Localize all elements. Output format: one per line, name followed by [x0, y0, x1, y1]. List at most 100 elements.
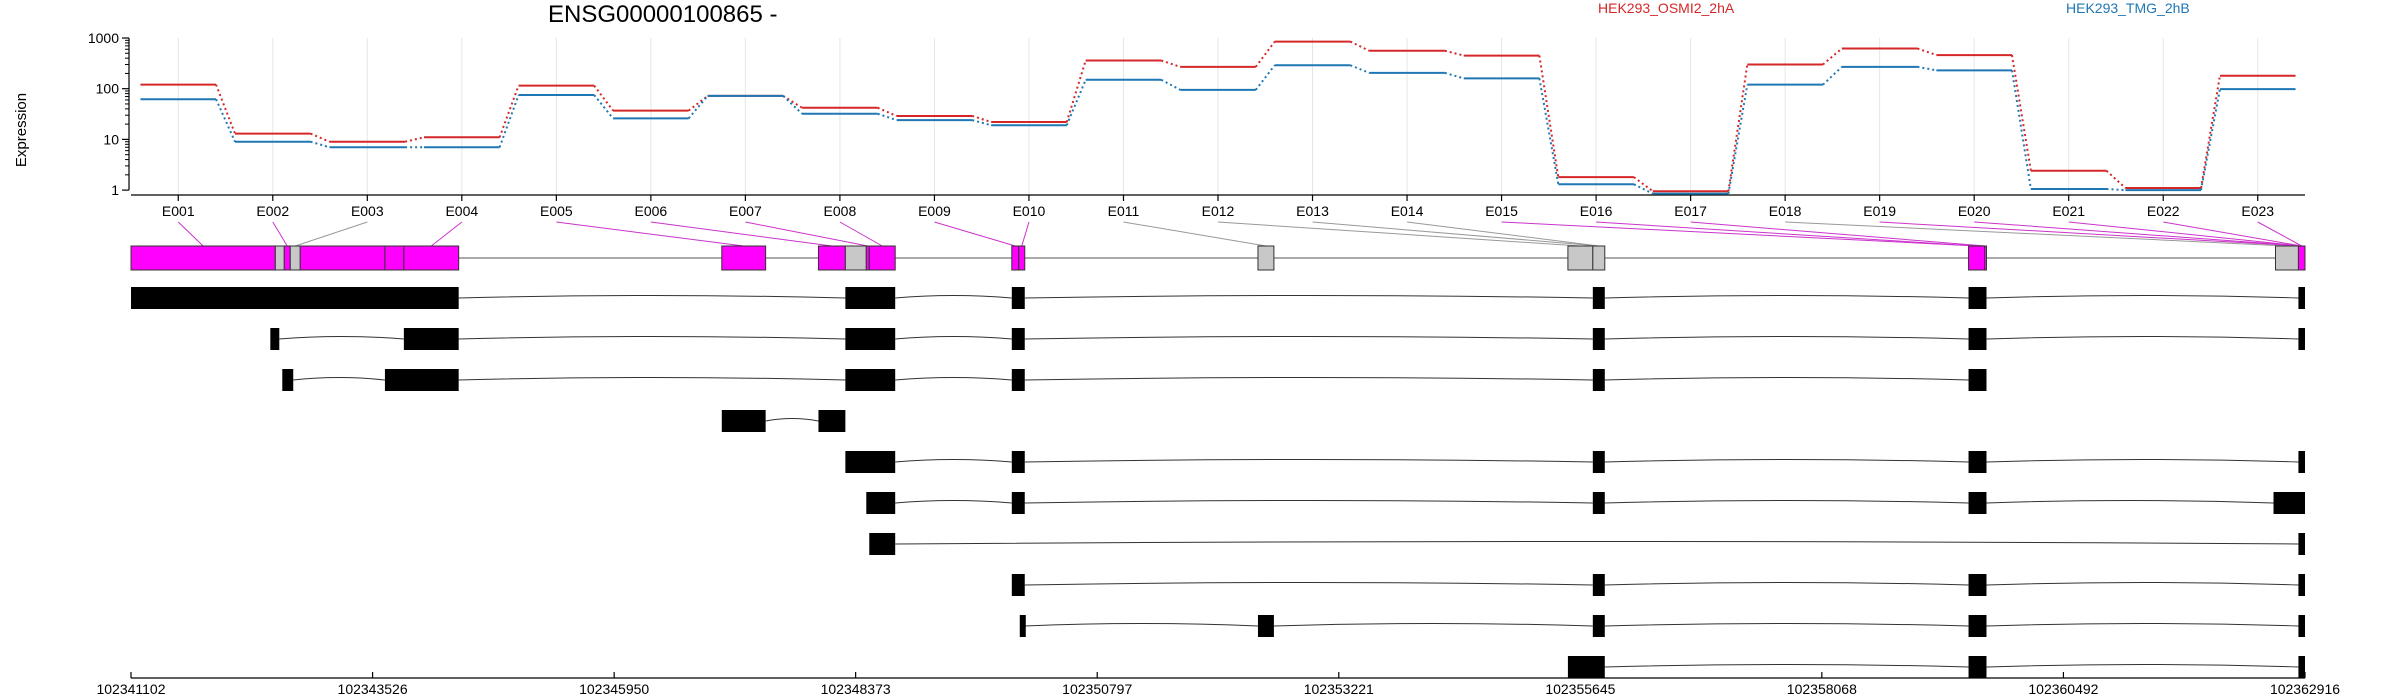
- exon-label: E023: [2241, 203, 2274, 219]
- transcript-exon: [1019, 615, 1026, 637]
- transcript-6: [866, 492, 2305, 514]
- transcript-intron: [458, 295, 846, 299]
- transcript-exon: [1592, 328, 1605, 350]
- transcript-7: [869, 533, 2305, 555]
- legend-entry-series-1: HEK293_OSMI2_2hA: [1598, 0, 1735, 16]
- series-link: [215, 98, 236, 143]
- transcript-intron: [1604, 336, 1969, 340]
- series-2: [140, 64, 2296, 195]
- series-link: [404, 136, 425, 143]
- y-axis-label: Expression: [13, 93, 30, 167]
- transcript-exon: [1592, 287, 1605, 309]
- series-link: [2200, 88, 2221, 191]
- series-link: [877, 112, 897, 122]
- coordinate-tick-label: 102348373: [821, 681, 891, 697]
- series-1: [140, 40, 2296, 193]
- transcript-exon: [1968, 656, 1987, 678]
- transcript-9: [1019, 615, 2305, 637]
- transcript-intron: [1024, 295, 1593, 299]
- gene-exon: [1567, 245, 1594, 271]
- exon-label: E008: [824, 203, 857, 219]
- transcript-intron: [1986, 664, 2299, 668]
- transcript-exon: [2298, 451, 2305, 473]
- series-link: [1727, 64, 1749, 192]
- exon-connector-lines: [177, 221, 2302, 247]
- expression-series: [140, 40, 2296, 195]
- series-link: [498, 94, 520, 148]
- gene-exon: [130, 245, 276, 271]
- gene-exon: [1592, 245, 1606, 271]
- transcript-intron: [895, 459, 1012, 463]
- exon-label: E004: [445, 203, 478, 219]
- transcript-exon: [1592, 615, 1605, 637]
- transcript-intron: [1986, 459, 2299, 463]
- exon-label: E007: [729, 203, 762, 219]
- coordinate-tick-label: 102353221: [1304, 681, 1374, 697]
- series-link: [1633, 176, 1654, 193]
- series-link: [1444, 71, 1465, 80]
- exon-label: E015: [1485, 203, 1518, 219]
- series-link: [310, 132, 330, 143]
- genomic-coordinate-axis: 102341102 102343526 102345950 102348373 1023…: [96, 672, 2340, 697]
- gene-exon: [2275, 245, 2299, 271]
- exon-connector: [1217, 221, 1581, 247]
- series-link: [215, 84, 236, 134]
- transcript-intron: [1986, 500, 2274, 504]
- transcript-exon: [2298, 328, 2305, 350]
- transcript-1: [131, 287, 2305, 309]
- transcript-8: [1011, 574, 2305, 596]
- series-link: [687, 95, 709, 119]
- coordinate-tick-label: 102355645: [1545, 681, 1615, 697]
- y-axis: 1000 100 10 1: [88, 30, 130, 198]
- exon-connector: [1785, 221, 2287, 247]
- transcript-10: [1567, 656, 2305, 678]
- coordinate-tick-label: 102362916: [2270, 681, 2340, 697]
- transcript-exon: [1011, 492, 1025, 514]
- transcript-exon: [845, 451, 896, 473]
- transcript-exon: [845, 287, 896, 309]
- exon-connector: [1690, 221, 1986, 247]
- transcript-intron: [1024, 336, 1593, 340]
- series-link: [688, 95, 709, 112]
- transcript-intron: [1024, 582, 1593, 586]
- exon-connector: [177, 221, 204, 247]
- transcript-exon: [384, 369, 459, 391]
- transcript-2: [270, 328, 2305, 350]
- transcript-exon: [1567, 656, 1605, 678]
- series-link: [1255, 64, 1276, 91]
- transcript-intron: [1604, 459, 1969, 463]
- chart-title: ENSG00000100865 -: [548, 1, 778, 28]
- transcript-exon: [818, 410, 846, 432]
- exon-connector: [2163, 221, 2302, 247]
- series-link: [1065, 79, 1087, 126]
- transcript-exon: [2298, 615, 2305, 637]
- exon-connector: [1312, 221, 1599, 247]
- series-link: [1065, 60, 1087, 123]
- y-tick-label: 10: [103, 131, 119, 147]
- transcript-intron: [1986, 295, 2299, 299]
- gene-exon: [817, 245, 846, 271]
- series-link: [1160, 78, 1181, 91]
- exon-label: E010: [1013, 203, 1046, 219]
- exon-label: E017: [1674, 203, 1707, 219]
- exon-label: E020: [1958, 203, 1991, 219]
- exon-connector: [650, 221, 832, 247]
- transcript-intron: [458, 336, 846, 340]
- exon-label: E014: [1391, 203, 1424, 219]
- series-link: [1917, 65, 1937, 72]
- transcript-exon: [1968, 451, 1987, 473]
- series-link: [2105, 170, 2127, 189]
- exon-label: E018: [1769, 203, 1802, 219]
- gene-exon: [868, 245, 896, 271]
- transcript-intron: [1604, 295, 1969, 299]
- exon-label: E002: [256, 203, 289, 219]
- transcript-exon: [1011, 369, 1025, 391]
- exon-label: E003: [351, 203, 384, 219]
- exon-connector: [1123, 221, 1267, 247]
- series-link: [310, 140, 330, 149]
- transcript-intron: [1024, 377, 1593, 381]
- transcript-exon: [845, 328, 896, 350]
- gene-exon: [403, 245, 460, 271]
- series-link: [782, 95, 803, 115]
